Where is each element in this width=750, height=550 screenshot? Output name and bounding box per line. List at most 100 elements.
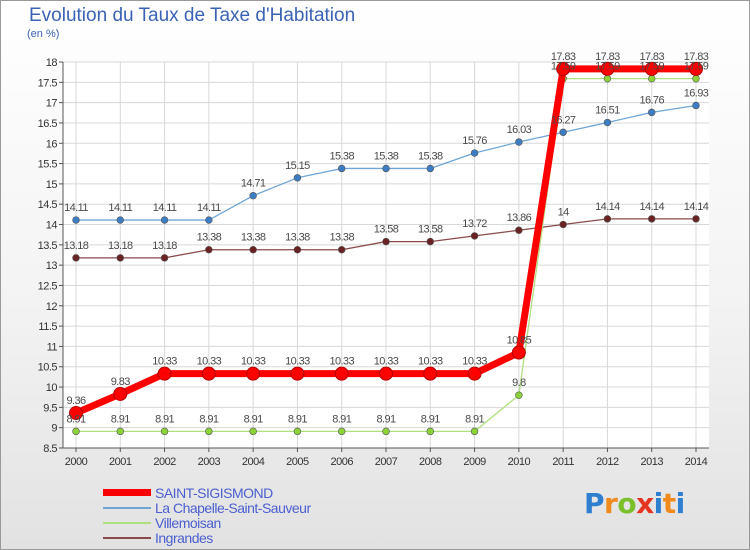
- y-tick-label: 11: [47, 341, 58, 353]
- x-tick-label: 2007: [375, 456, 398, 468]
- data-label: 13.18: [152, 240, 177, 252]
- data-point: [692, 215, 700, 223]
- data-point: [382, 427, 390, 436]
- y-tick-label: 17.5: [38, 77, 58, 89]
- data-label: 10.33: [462, 356, 487, 368]
- y-tick-label: 13.5: [38, 240, 58, 252]
- y-tick-label: 14: [46, 220, 58, 232]
- data-label: 14.71: [241, 178, 266, 190]
- data-point: [113, 386, 128, 401]
- data-label: 14.14: [639, 201, 664, 213]
- y-tick-label: 15: [46, 179, 58, 191]
- data-point: [205, 427, 213, 436]
- data-point: [559, 220, 567, 229]
- data-point: [379, 366, 393, 381]
- data-point: [160, 216, 169, 224]
- data-point: [426, 237, 434, 246]
- legend-swatch: [103, 507, 151, 509]
- data-point: [160, 254, 169, 262]
- y-tick-label: 10.5: [38, 362, 58, 374]
- y-tick-label: 16.5: [38, 118, 58, 130]
- y-tick-label: 9.5: [43, 402, 57, 414]
- data-label: 8.91: [155, 413, 174, 425]
- data-point: [692, 74, 700, 83]
- data-point: [72, 216, 80, 224]
- x-tick-label: 2008: [419, 456, 442, 468]
- data-point: [423, 366, 438, 381]
- data-point: [470, 232, 479, 240]
- data-point: [603, 118, 612, 127]
- series-la-chapelle-saint-sauveur: [72, 101, 700, 224]
- data-point: [69, 406, 83, 421]
- data-point: [334, 366, 349, 381]
- data-point: [648, 215, 656, 223]
- data-point: [470, 427, 479, 436]
- data-label: 13.38: [285, 232, 310, 244]
- x-tick-label: 2010: [508, 456, 531, 468]
- data-label: 13.38: [241, 232, 266, 244]
- data-label: 8.91: [332, 413, 351, 425]
- data-label: 16.93: [684, 87, 709, 99]
- data-point: [603, 215, 612, 223]
- data-label: 10.33: [241, 356, 266, 368]
- legend-label: Ingrandes: [155, 530, 213, 546]
- data-point: [515, 226, 523, 234]
- data-point: [644, 61, 659, 76]
- data-label: 8.91: [376, 413, 395, 425]
- x-tick-label: 2014: [685, 456, 708, 468]
- x-tick-label: 2004: [242, 456, 265, 468]
- data-label: 10.33: [197, 356, 222, 368]
- data-point: [338, 164, 346, 173]
- data-point: [689, 61, 703, 76]
- data-label: 8.91: [199, 413, 218, 425]
- data-point: [201, 366, 216, 381]
- data-label: 14.14: [595, 201, 620, 213]
- data-label: 14: [558, 207, 570, 219]
- x-tick-label: 2011: [552, 456, 574, 468]
- data-point: [205, 246, 213, 254]
- x-tick-label: 2013: [640, 456, 663, 468]
- data-point: [648, 74, 656, 83]
- grid: [63, 61, 709, 449]
- data-label: 13.38: [197, 232, 222, 244]
- proxiti-logo: Proxiti: [584, 487, 685, 520]
- data-label: 13.72: [462, 218, 487, 230]
- data-label: 15.38: [329, 150, 354, 162]
- legend-label: SAINT-SIGISMOND: [155, 485, 273, 501]
- data-label: 16.03: [507, 124, 532, 136]
- series-ingrandes: [72, 215, 700, 262]
- chart-title: Evolution du Taux de Taxe d'Habitation: [29, 5, 356, 26]
- data-point: [249, 246, 257, 254]
- data-point: [338, 246, 346, 254]
- data-label: 17.83: [551, 51, 576, 63]
- data-point: [426, 164, 434, 173]
- data-label: 8.91: [421, 413, 440, 425]
- y-tick-label: 8.5: [43, 443, 57, 455]
- series-saint-sigismond: [69, 61, 703, 421]
- data-label: 17.59: [639, 61, 664, 73]
- data-point: [648, 108, 656, 117]
- data-point: [293, 427, 302, 436]
- chart-subtitle: (en %): [27, 28, 60, 40]
- data-label: 13.18: [64, 240, 89, 252]
- x-tick-label: 2002: [153, 456, 176, 468]
- data-label: 16.76: [639, 94, 664, 106]
- data-point: [382, 164, 390, 173]
- data-label: 8.91: [244, 413, 263, 425]
- data-point: [692, 101, 700, 110]
- legend-label: Villemoisan: [155, 515, 221, 531]
- y-tick-label: 17: [46, 98, 58, 110]
- data-label: 15.38: [374, 150, 399, 162]
- data-label: 8.91: [66, 413, 85, 425]
- data-label: 10.33: [418, 356, 443, 368]
- data-label: 13.38: [329, 232, 354, 244]
- x-tick-label: 2003: [198, 456, 221, 468]
- data-point: [246, 366, 261, 381]
- data-label: 13.58: [374, 224, 399, 236]
- data-label: 15.38: [418, 150, 443, 162]
- data-label: 10.85: [507, 335, 532, 347]
- data-label: 17.83: [595, 51, 620, 63]
- data-label: 14.11: [108, 202, 132, 214]
